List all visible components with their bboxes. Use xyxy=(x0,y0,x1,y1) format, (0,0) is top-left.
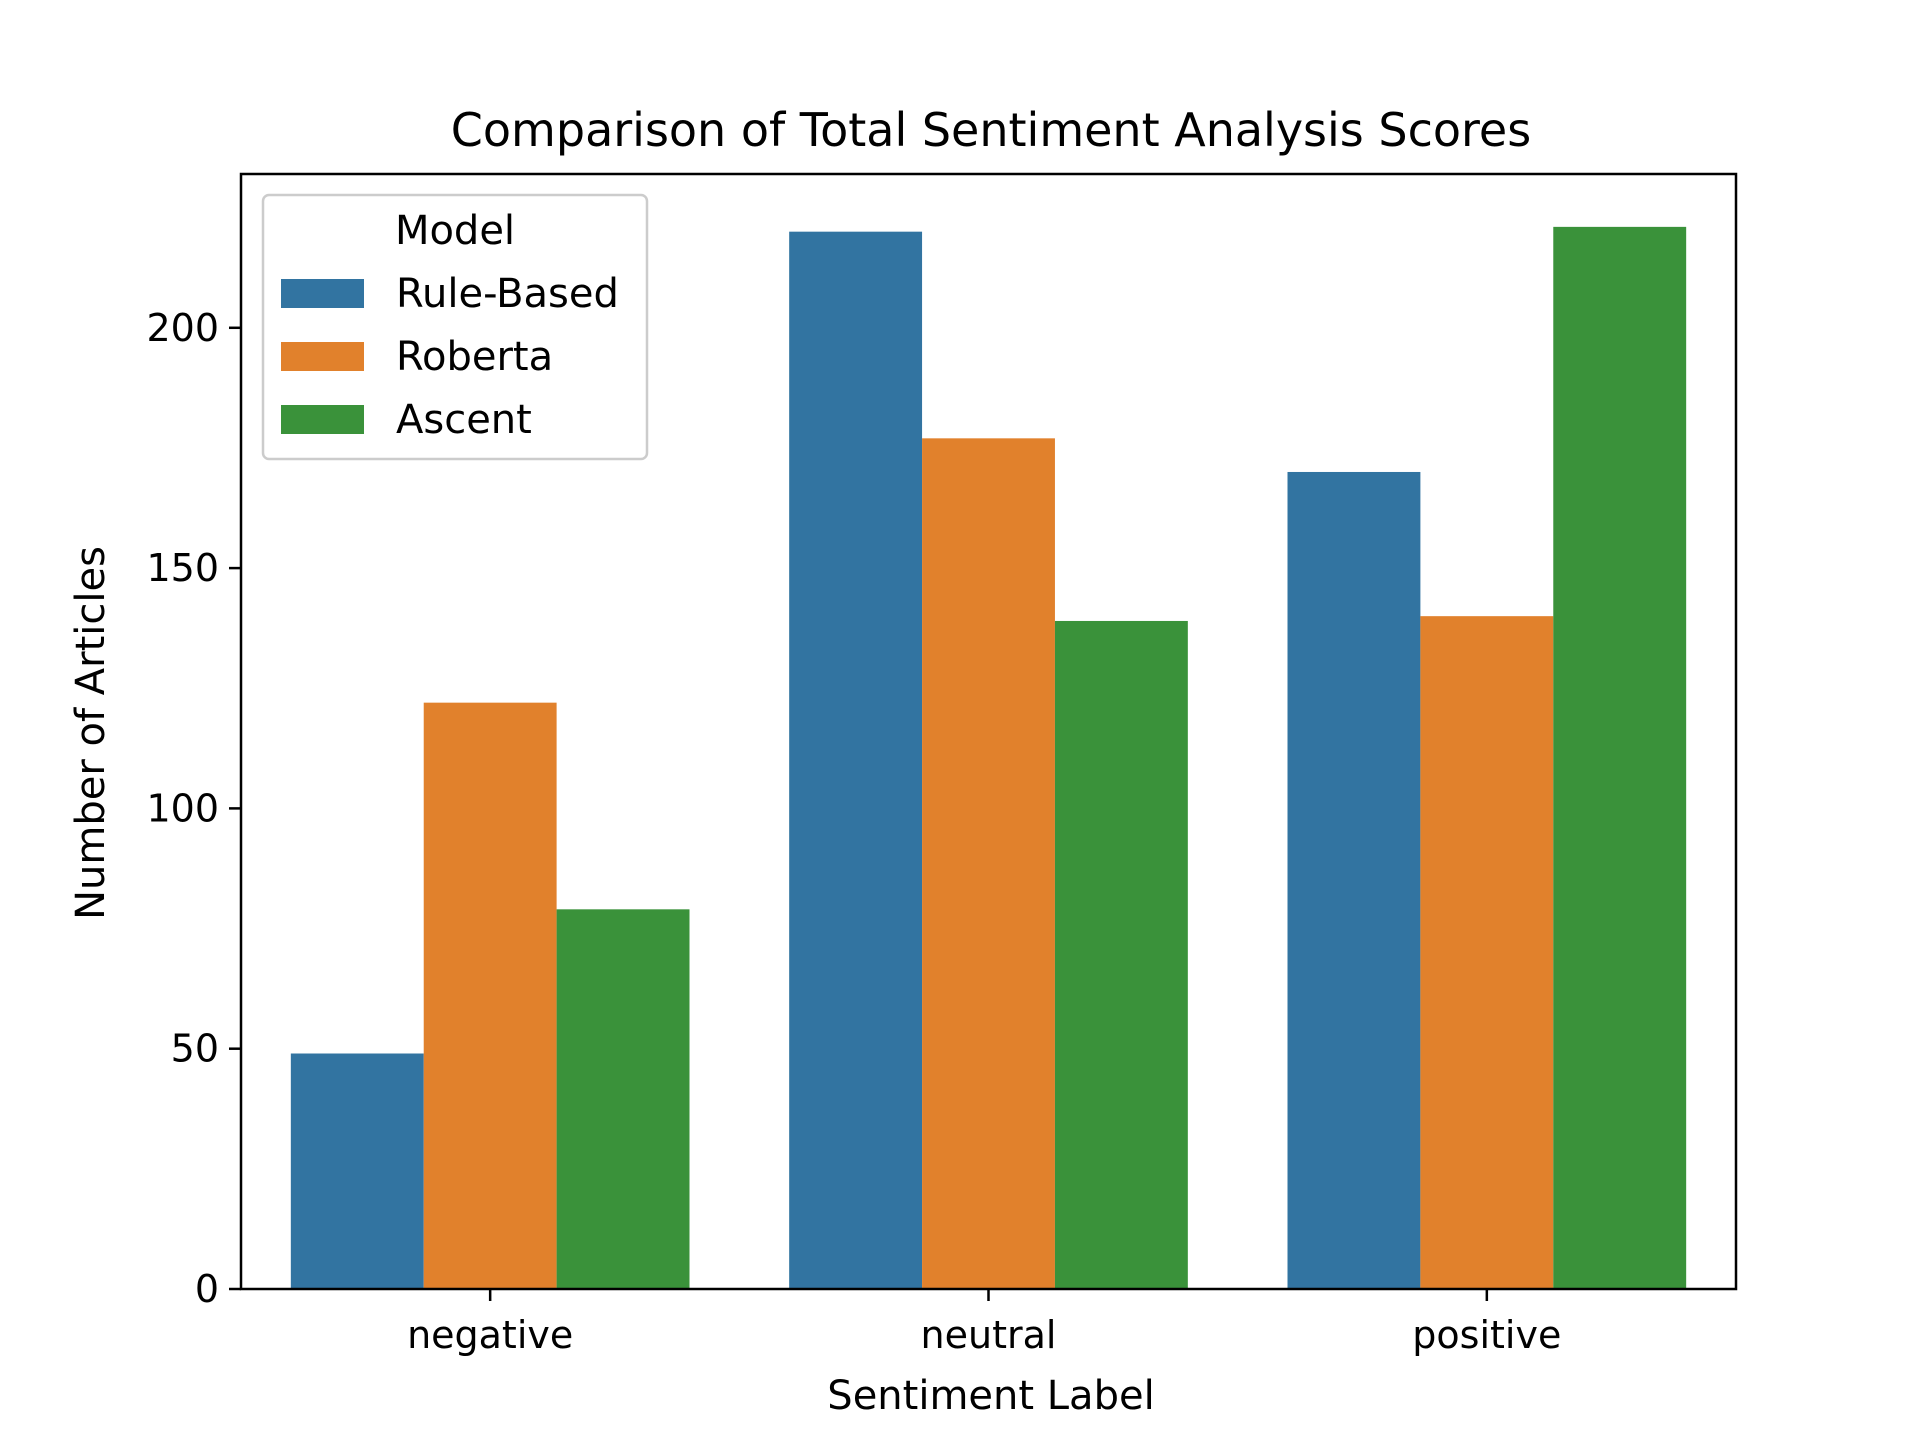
y-axis-label: Number of Articles xyxy=(68,546,114,920)
bar-roberta-negative xyxy=(423,702,557,1289)
bars-layer xyxy=(290,226,1687,1290)
y-tick-label: 150 xyxy=(146,546,219,590)
bar-rule-based-positive xyxy=(1287,471,1421,1290)
legend-label-rule-based: Rule-Based xyxy=(396,271,619,317)
bar-roberta-positive xyxy=(1420,616,1554,1289)
legend-box xyxy=(261,193,649,461)
y-tick-label: 100 xyxy=(146,786,219,830)
x-tick-label: neutral xyxy=(921,1313,1057,1357)
legend-label-ascent: Ascent xyxy=(396,397,532,443)
x-tick-label: positive xyxy=(1412,1313,1561,1357)
bar-ascent-neutral xyxy=(1054,620,1188,1289)
bar-rule-based-neutral xyxy=(789,231,923,1289)
bar-ascent-negative xyxy=(556,909,690,1289)
x-tick-label: negative xyxy=(407,1313,573,1357)
legend: Model Rule-Based Roberta Ascent xyxy=(261,193,649,461)
plot-frame xyxy=(239,172,1738,1291)
y-tick-label: 50 xyxy=(171,1027,219,1071)
x-axis: negative neutral positive xyxy=(407,1289,1561,1357)
x-axis-label: Sentiment Label xyxy=(827,1373,1154,1419)
y-axis: 0 50 100 150 200 xyxy=(146,306,241,1311)
bar-rule-based-negative xyxy=(290,1053,424,1289)
chart-title: Comparison of Total Sentiment Analysis S… xyxy=(451,103,1531,157)
y-tick-label: 0 xyxy=(195,1267,219,1311)
legend-title: Model xyxy=(395,208,515,254)
bar-ascent-positive xyxy=(1553,226,1687,1289)
legend-items: Rule-Based Roberta Ascent xyxy=(281,271,619,443)
legend-swatch-rule-based xyxy=(281,279,364,308)
bar-roberta-neutral xyxy=(922,438,1055,1290)
legend-swatch-ascent xyxy=(281,405,364,434)
legend-label-roberta: Roberta xyxy=(396,334,553,380)
legend-swatch-roberta xyxy=(281,342,364,371)
y-tick-label: 200 xyxy=(146,306,219,350)
